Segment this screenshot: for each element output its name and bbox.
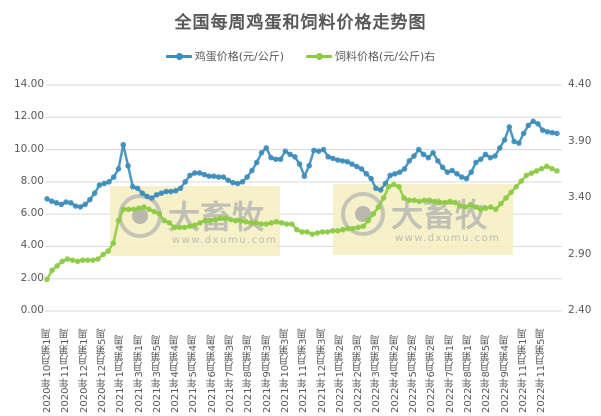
legend-label-feed: 饲料价格(元/公斤)右	[335, 50, 436, 63]
y-tick-left: 6.00	[20, 207, 44, 220]
legend: 鸡蛋价格(元/公斤) 饲料价格(元/公斤)右	[0, 48, 601, 64]
y-tick-right: 2.40	[568, 304, 592, 316]
y-tick-left: 4.00	[20, 239, 44, 252]
svg-text:www.dxumu.com: www.dxumu.com	[172, 235, 278, 246]
y-tick-left: 0.00	[20, 304, 44, 316]
y-tick-right: 3.90	[568, 134, 592, 147]
y-tick-right: 4.40	[568, 78, 592, 90]
line-marker-icon	[165, 51, 192, 61]
y-tick-left: 14.00	[13, 78, 44, 90]
legend-label-egg: 鸡蛋价格(元/公斤)	[194, 50, 284, 63]
y-tick-left: 8.00	[20, 174, 44, 187]
svg-text:www.dxumu.com: www.dxumu.com	[395, 233, 501, 244]
legend-item-feed[interactable]: 饲料价格(元/公斤)右	[306, 48, 435, 64]
y-tick-left: 12.00	[13, 110, 44, 123]
egg-price-series	[44, 118, 560, 210]
legend-item-egg[interactable]: 鸡蛋价格(元/公斤)	[165, 48, 284, 64]
y-tick-left: 10.00	[13, 142, 44, 155]
y-tick-left: 2.00	[20, 271, 44, 284]
feed-price-series	[44, 163, 560, 283]
y-tick-right: 3.40	[568, 191, 592, 203]
line-marker-icon	[306, 51, 332, 61]
chart-title: 全国每周鸡蛋和饲料价格走势图	[174, 13, 427, 33]
y-tick-right: 2.90	[568, 247, 592, 260]
